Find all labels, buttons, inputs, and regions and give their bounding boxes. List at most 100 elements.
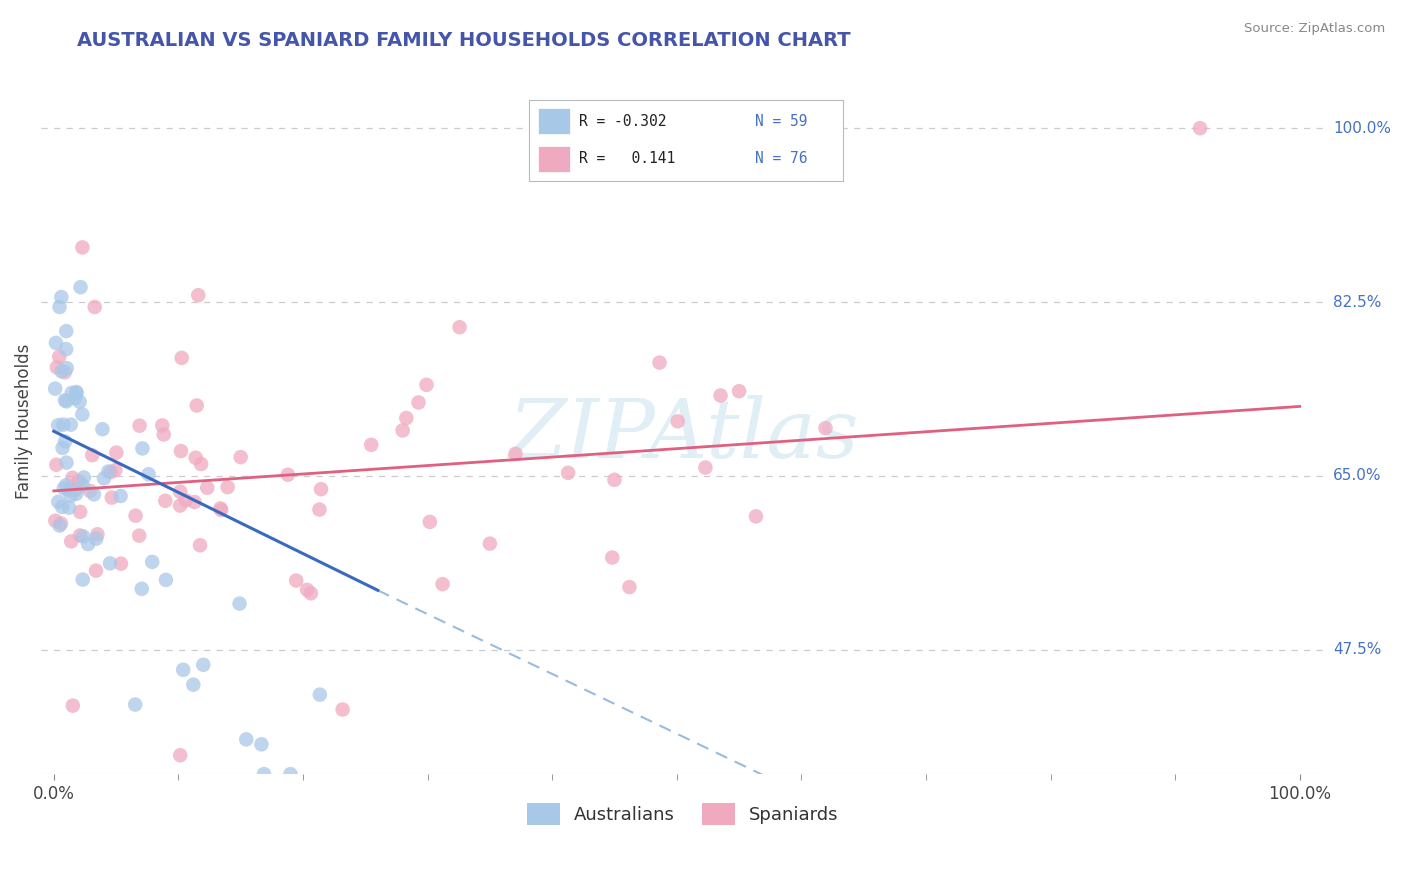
Point xyxy=(105,445,128,459)
Point xyxy=(53,365,76,379)
Point xyxy=(110,489,132,503)
Point xyxy=(193,657,215,672)
Point xyxy=(209,503,232,517)
Point xyxy=(49,516,72,531)
Point xyxy=(228,597,250,611)
Point xyxy=(48,518,70,533)
Point xyxy=(217,480,239,494)
Point xyxy=(60,534,83,549)
Point xyxy=(72,529,94,543)
Point xyxy=(101,491,124,505)
Point xyxy=(253,767,276,781)
Text: Source: ZipAtlas.com: Source: ZipAtlas.com xyxy=(1244,22,1385,36)
Point xyxy=(73,470,96,484)
Point xyxy=(415,377,437,392)
Point xyxy=(72,240,94,254)
Point xyxy=(187,288,209,302)
Point xyxy=(745,509,768,524)
Point xyxy=(209,501,232,516)
Point xyxy=(65,385,87,400)
Point xyxy=(128,528,150,542)
Point xyxy=(150,418,173,433)
Point xyxy=(48,350,70,364)
Point xyxy=(72,408,94,422)
Point xyxy=(69,394,91,409)
Point xyxy=(419,515,441,529)
Point xyxy=(124,698,146,712)
Point xyxy=(169,748,191,763)
Point xyxy=(285,574,308,588)
Point xyxy=(62,698,84,713)
Point xyxy=(46,418,69,433)
Point xyxy=(65,386,87,401)
Point xyxy=(131,582,153,596)
Point xyxy=(48,300,70,314)
Text: 47.5%: 47.5% xyxy=(1333,642,1381,657)
Point xyxy=(557,466,579,480)
Point xyxy=(141,555,163,569)
Point xyxy=(188,538,211,552)
Point xyxy=(603,473,626,487)
Point xyxy=(46,495,69,509)
Point xyxy=(299,586,322,600)
Point xyxy=(59,489,82,503)
Point xyxy=(174,493,197,508)
Point xyxy=(67,475,90,489)
Point xyxy=(79,483,101,498)
Point xyxy=(53,434,76,449)
Text: 65.0%: 65.0% xyxy=(1333,468,1382,483)
Point xyxy=(55,456,77,470)
Point xyxy=(505,447,527,461)
Point xyxy=(600,550,623,565)
Point xyxy=(55,324,77,338)
Point xyxy=(280,767,302,781)
Point xyxy=(58,483,80,497)
Point xyxy=(84,564,107,578)
Point xyxy=(619,580,641,594)
Point xyxy=(62,471,84,485)
Point xyxy=(44,514,66,528)
Point xyxy=(666,414,689,428)
Point xyxy=(83,300,105,314)
Point xyxy=(128,418,150,433)
Point xyxy=(69,528,91,542)
Point xyxy=(728,384,751,399)
Point xyxy=(449,320,471,334)
Point xyxy=(51,500,73,514)
Point xyxy=(51,364,73,378)
Point xyxy=(155,493,177,508)
Text: 100.0%: 100.0% xyxy=(1333,120,1391,136)
Point xyxy=(51,290,73,304)
Point xyxy=(52,417,75,432)
Point xyxy=(60,385,83,400)
Point xyxy=(308,688,330,702)
Point xyxy=(250,737,273,751)
Point xyxy=(229,450,252,464)
Text: 82.5%: 82.5% xyxy=(1333,294,1381,310)
Point xyxy=(814,421,837,435)
Text: ZIPAtlas: ZIPAtlas xyxy=(508,395,858,475)
Point xyxy=(63,391,86,405)
Point xyxy=(395,411,418,425)
Point xyxy=(138,467,160,482)
Point xyxy=(82,448,104,462)
Point xyxy=(186,399,208,413)
Point xyxy=(98,557,121,571)
Point xyxy=(183,495,205,509)
Point xyxy=(69,280,91,294)
Point xyxy=(69,505,91,519)
Point xyxy=(181,678,204,692)
Point xyxy=(91,422,114,436)
Point xyxy=(170,351,193,365)
Point xyxy=(152,427,174,442)
Point xyxy=(55,342,77,356)
Point xyxy=(51,441,73,455)
Point xyxy=(478,536,501,550)
Point xyxy=(190,457,212,471)
Point xyxy=(72,478,94,492)
Y-axis label: Family Households: Family Households xyxy=(15,343,32,499)
Point xyxy=(84,532,107,546)
Point xyxy=(65,483,87,497)
Point xyxy=(695,460,717,475)
Point xyxy=(332,702,354,716)
